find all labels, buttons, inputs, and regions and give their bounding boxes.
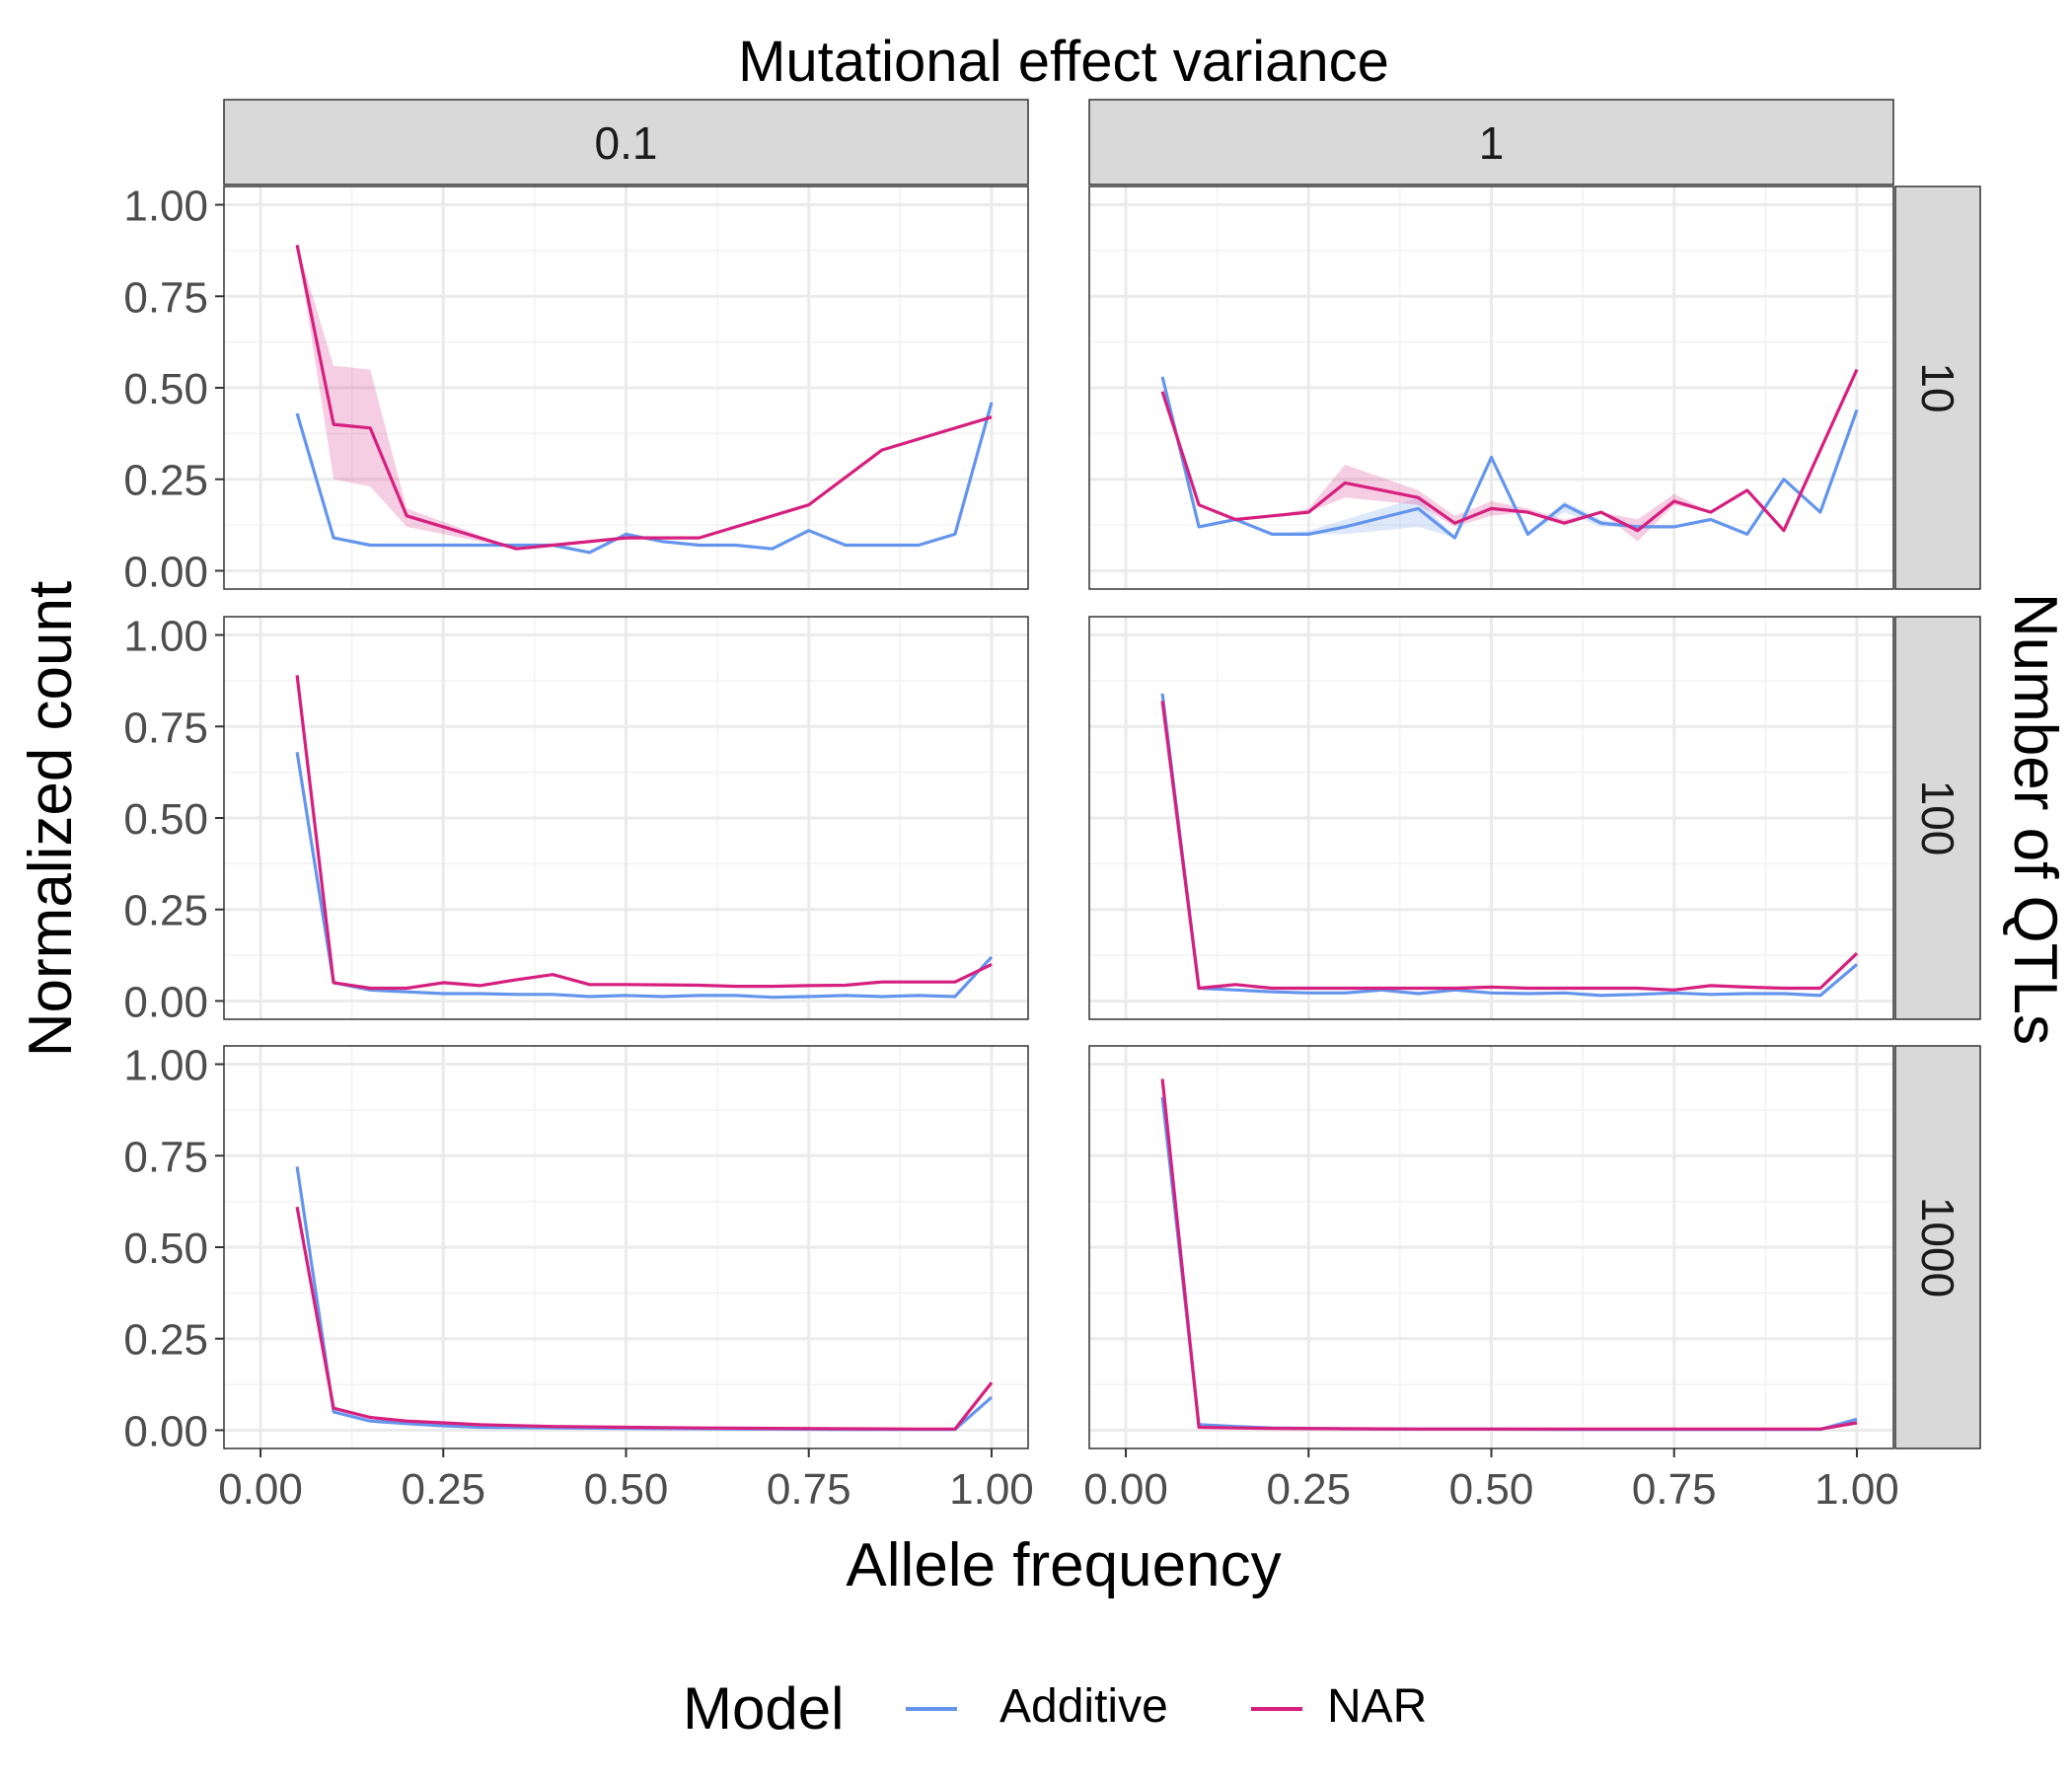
series-line-nar	[1160, 368, 1859, 533]
y-tick-label: 1.00	[123, 183, 208, 231]
right-facet-title: Number of QTLs	[2001, 593, 2069, 1045]
y-tick-label: 0.50	[123, 1224, 208, 1273]
panel-1-100	[1088, 616, 1894, 1020]
series-line-nar	[295, 244, 993, 551]
x-tick-label: 0.00	[218, 1465, 303, 1514]
y-tick-label: 0.00	[123, 548, 208, 596]
legend-label-additive: Additive	[999, 1680, 1168, 1733]
y-tick-label: 0.50	[123, 795, 208, 844]
x-tick-label: 0.50	[1449, 1465, 1534, 1514]
x-tick-label: 0.00	[1083, 1465, 1168, 1514]
y-tick-label: 0.00	[123, 978, 208, 1026]
y-tick-label: 1.00	[123, 1042, 208, 1090]
y-tick-label: 0.25	[123, 887, 208, 935]
legend-title: Model	[683, 1675, 844, 1742]
panel-0.1-100: 0.00 0.25 0.50 0.75 1.00	[123, 613, 1029, 1026]
x-tick-label: 1.00	[1814, 1465, 1899, 1514]
col-strip-label-1: 1	[1479, 117, 1505, 169]
col-strip-0	[223, 99, 1029, 186]
y-tick-label: 0.50	[123, 365, 208, 413]
series-line-additive	[295, 751, 994, 1000]
x-tick-label: 0.75	[767, 1465, 851, 1514]
row-strip-0	[1894, 186, 1981, 590]
panel-0.1-10: 0.00 0.25 0.50 0.75 1.00	[123, 183, 1029, 596]
panel-1-1000: 0.00 0.25 0.50 0.75 1.00	[1083, 1045, 1899, 1514]
y-tick-label: 0.25	[123, 1316, 208, 1365]
panel-border	[1088, 186, 1894, 590]
y-tick-label: 0.75	[123, 704, 208, 752]
series-line-additive	[1160, 376, 1859, 540]
x-tick-label: 0.25	[1266, 1465, 1351, 1514]
series-line-nar	[1160, 701, 1859, 992]
y-axis-title: Normalized count	[17, 581, 85, 1057]
series-line-nar	[295, 1206, 994, 1431]
col-strip-1	[1088, 99, 1894, 186]
col-strip-label-0: 0.1	[595, 117, 658, 169]
ribbon-nar	[1162, 369, 1857, 542]
top-facet-title: Mutational effect variance	[738, 30, 1389, 94]
panels-layer: 0.1 1 10 100 1000 0.00 0.25 0.50 0.75 1.00 0.00 0.2…	[123, 99, 1981, 1514]
row-strip-label-0: 10	[1912, 362, 1963, 412]
series-line-nar	[1160, 1078, 1858, 1431]
y-tick-label: 0.00	[123, 1407, 208, 1455]
y-tick-label: 0.75	[123, 1133, 208, 1181]
x-tick-label: 0.25	[401, 1465, 485, 1514]
row-strip-2	[1894, 1045, 1981, 1449]
series-line-additive	[1160, 693, 1859, 998]
panel-border	[1088, 616, 1894, 1020]
y-tick-label: 0.75	[123, 273, 208, 322]
panel-0.1-1000: 0.00 0.25 0.50 0.75 1.00 0.00 0.25 0.50 0.75 1.00	[123, 1042, 1033, 1514]
y-tick-label: 0.25	[123, 457, 208, 505]
x-tick-label: 0.50	[584, 1465, 669, 1514]
x-tick-label: 1.00	[949, 1465, 1034, 1514]
legend-label-nar: NAR	[1327, 1680, 1427, 1733]
row-strip-1	[1894, 616, 1981, 1020]
legend: Model Additive NAR	[683, 1675, 1427, 1742]
x-tick-label: 0.75	[1632, 1465, 1717, 1514]
series-line-nar	[295, 675, 993, 991]
row-strip-label-2: 1000	[1912, 1197, 1963, 1298]
x-axis-title: Allele frequency	[846, 1531, 1281, 1599]
y-tick-label: 1.00	[123, 613, 208, 661]
row-strip-label-1: 100	[1912, 780, 1963, 856]
panel-1-10	[1088, 186, 1894, 590]
